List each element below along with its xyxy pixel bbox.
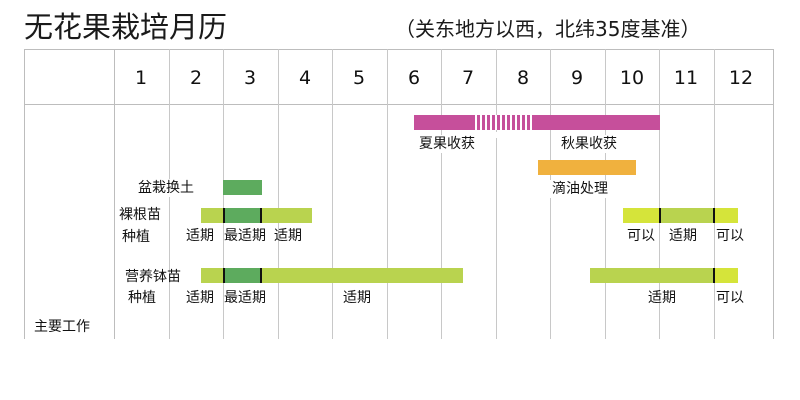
label-column-divider bbox=[114, 49, 115, 339]
segment-label: 适期 bbox=[274, 228, 302, 244]
potted-suitable-bar bbox=[201, 268, 223, 283]
bare-root-possible-bar bbox=[714, 208, 738, 223]
header-divider bbox=[24, 104, 774, 105]
bare-root-suitable-bar bbox=[262, 208, 312, 223]
segment-label: 适期 bbox=[343, 290, 371, 306]
bare-root-suitable-bar bbox=[201, 208, 223, 223]
bare-root-possible-bar bbox=[623, 208, 659, 223]
calendar-frame bbox=[24, 49, 774, 339]
bare-root-label: 裸根苗 bbox=[119, 207, 161, 223]
month-label: 4 bbox=[298, 67, 312, 89]
segment-label: 最适期 bbox=[224, 290, 266, 306]
potted-best-bar bbox=[223, 268, 262, 283]
bare-root-best-bar bbox=[223, 208, 262, 223]
repot-bar bbox=[223, 180, 262, 195]
harvest-transition-bar bbox=[472, 115, 534, 130]
summer-harvest-label: 夏果收获 bbox=[417, 135, 477, 153]
segment-label: 适期 bbox=[669, 228, 697, 244]
autumn-harvest-bar bbox=[534, 115, 660, 130]
page-subtitle: （关东地方以西，北纬35度基准） bbox=[395, 17, 701, 41]
autumn-harvest-label: 秋果收获 bbox=[559, 135, 619, 153]
category-label: 主要工作 bbox=[34, 319, 90, 335]
month-divider bbox=[278, 49, 279, 339]
month-label: 9 bbox=[570, 67, 584, 89]
segment-label: 适期 bbox=[186, 228, 214, 244]
month-label: 12 bbox=[728, 67, 754, 89]
oil-treatment-bar bbox=[538, 160, 636, 175]
segment-label: 适期 bbox=[648, 290, 676, 306]
month-label: 3 bbox=[243, 67, 257, 89]
month-label: 1 bbox=[134, 67, 148, 89]
segment-label: 适期 bbox=[186, 290, 214, 306]
month-divider bbox=[496, 49, 497, 339]
potted-label: 营养钵苗 bbox=[125, 269, 181, 285]
potted-suitable-bar bbox=[590, 268, 714, 283]
summer-harvest-bar bbox=[414, 115, 472, 130]
repot-label: 盆栽换土 bbox=[136, 179, 196, 197]
segment-label: 可以 bbox=[716, 228, 744, 244]
potted-suitable-bar bbox=[262, 268, 463, 283]
month-label: 11 bbox=[673, 67, 699, 89]
bare-root-label: 种植 bbox=[122, 229, 150, 245]
potted-possible-bar bbox=[714, 268, 738, 283]
month-label: 7 bbox=[461, 67, 475, 89]
oil-treatment-label: 滴油处理 bbox=[550, 180, 610, 198]
segment-label: 最适期 bbox=[224, 228, 266, 244]
month-label: 10 bbox=[619, 67, 645, 89]
segment-label: 可以 bbox=[627, 228, 655, 244]
potted-label: 种植 bbox=[128, 290, 156, 306]
month-label: 6 bbox=[407, 67, 421, 89]
month-divider bbox=[332, 49, 333, 339]
month-label: 8 bbox=[516, 67, 530, 89]
month-divider bbox=[659, 49, 660, 339]
segment-label: 可以 bbox=[716, 290, 744, 306]
month-divider bbox=[714, 49, 715, 339]
month-label: 2 bbox=[189, 67, 203, 89]
month-divider bbox=[387, 49, 388, 339]
month-label: 5 bbox=[352, 67, 366, 89]
month-divider bbox=[441, 49, 442, 339]
page-title: 无花果栽培月历 bbox=[24, 10, 228, 44]
bare-root-suitable-bar bbox=[659, 208, 714, 223]
